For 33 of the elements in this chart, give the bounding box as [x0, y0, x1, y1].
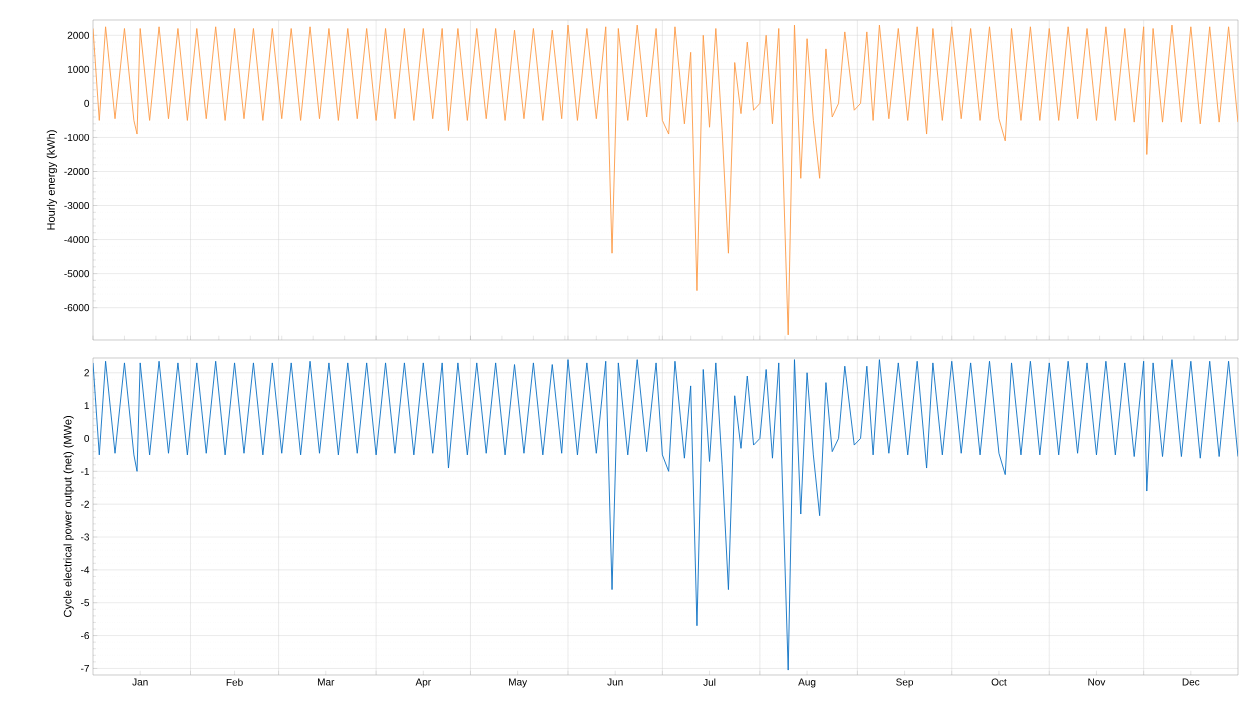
y-tick-label: -7	[81, 664, 89, 672]
y-tick-label: -1000	[64, 133, 90, 141]
y-tick-label: 0	[84, 99, 90, 107]
x-tick-label: Jan	[132, 678, 148, 686]
y-tick-label: -2	[81, 500, 89, 508]
y-tick-label: 2	[84, 369, 89, 377]
y-tick-label: -4000	[64, 236, 90, 244]
y-axis-title: Cycle electrical power output (net) (MWe)	[63, 416, 74, 617]
x-tick-label: May	[509, 678, 528, 688]
y-tick-label: 0	[84, 434, 90, 443]
x-tick-label: Jul	[703, 678, 716, 686]
x-tick-label: Oct	[991, 678, 1007, 686]
y-tick-label: -3	[81, 533, 90, 541]
y-tick-label: -6	[81, 632, 90, 640]
y-tick-label: -3000	[64, 201, 90, 210]
y-tick-label: -5000	[64, 270, 90, 278]
x-tick-label: Nov	[1088, 678, 1106, 686]
y-tick-label: -1	[81, 467, 89, 475]
x-tick-label: Apr	[415, 678, 431, 688]
y-tick-label: 1000	[67, 65, 90, 73]
y-tick-label: -2000	[64, 167, 90, 176]
y-axis-title: Hourly energy (kWh)	[46, 130, 58, 230]
x-tick-label: Feb	[226, 678, 243, 686]
y-tick-label: 1	[84, 402, 89, 410]
x-tick-label: Aug	[798, 678, 816, 688]
x-tick-label: Mar	[317, 678, 335, 686]
x-tick-label: Jun	[607, 678, 623, 686]
y-tick-label: -5	[81, 599, 90, 607]
y-tick-label: -4	[81, 566, 90, 574]
y-tick-label: -6000	[64, 304, 90, 312]
y-tick-label: 2000	[67, 31, 90, 39]
x-tick-label: Sep	[896, 678, 914, 688]
x-tick-label: Dec	[1182, 678, 1200, 686]
